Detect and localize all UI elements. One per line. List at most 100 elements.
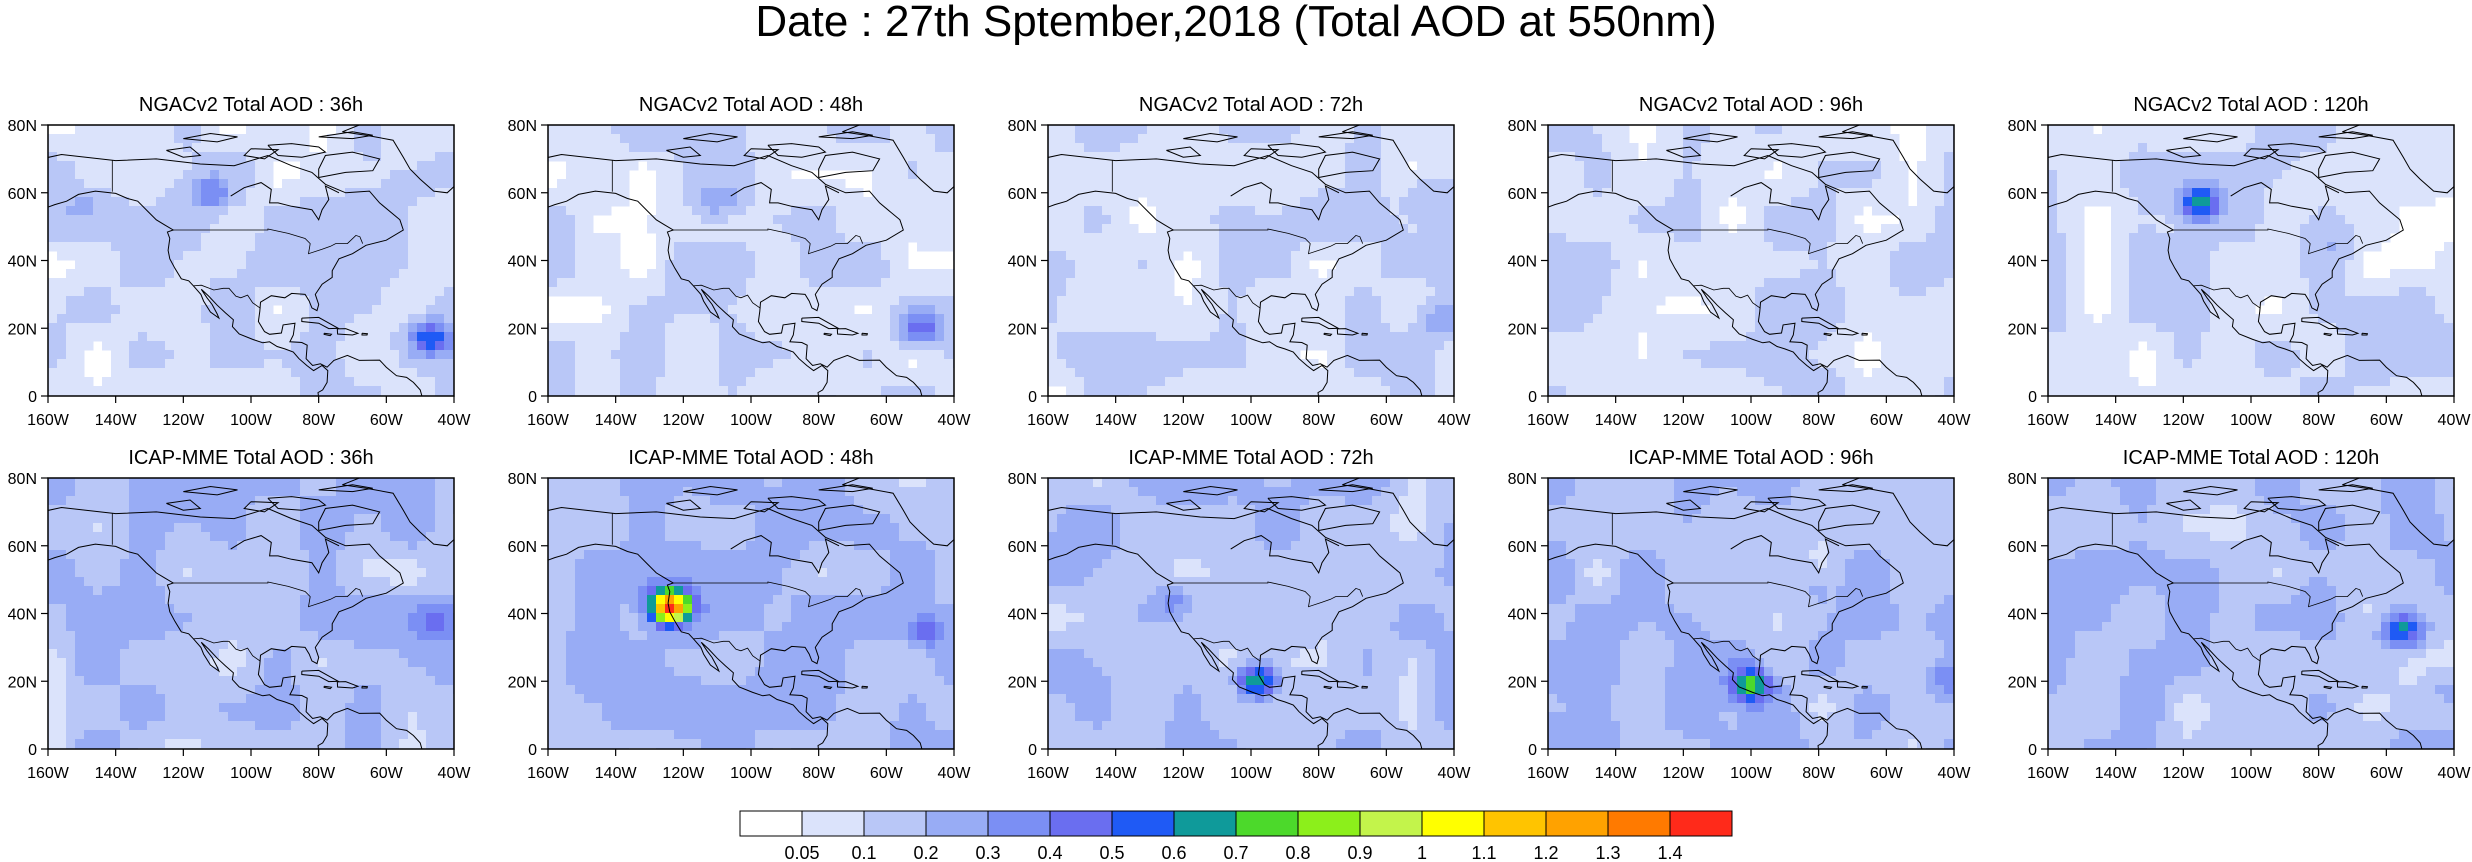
aod-cell — [444, 296, 454, 306]
aod-cell — [1201, 170, 1211, 180]
aod-cell — [1300, 323, 1310, 333]
aod-cell — [183, 197, 193, 207]
aod-cell — [818, 197, 828, 207]
aod-cell — [1602, 242, 1612, 252]
aod-cell — [674, 323, 684, 333]
aod-cell — [1246, 134, 1256, 144]
aod-cell — [800, 260, 810, 270]
aod-cell — [291, 287, 301, 297]
aod-cell — [1791, 206, 1801, 216]
aod-cell — [836, 188, 846, 198]
aod-cell — [1129, 323, 1139, 333]
aod-cell — [1872, 161, 1882, 171]
panel-title: NGACv2 Total AOD : 96h — [1639, 94, 1863, 116]
aod-cell — [417, 152, 427, 162]
aod-cell — [1629, 143, 1639, 153]
aod-cell — [899, 170, 909, 180]
aod-cell — [548, 260, 558, 270]
aod-cell — [575, 377, 585, 387]
aod-cell — [390, 233, 400, 243]
aod-cell — [120, 260, 130, 270]
aod-cell — [129, 251, 139, 261]
aod-cell — [399, 260, 409, 270]
aod-cell — [273, 215, 283, 225]
aod-cell — [372, 341, 382, 351]
aod-cell — [201, 233, 211, 243]
aod-cell — [1417, 152, 1427, 162]
aod-cell — [1426, 260, 1436, 270]
aod-cell — [363, 368, 373, 378]
aod-cell — [683, 197, 693, 207]
aod-cell — [1381, 386, 1391, 396]
aod-cell — [1138, 305, 1148, 315]
aod-cell — [665, 323, 675, 333]
aod-cell — [1246, 251, 1256, 261]
aod-cell — [1818, 251, 1828, 261]
aod-cell — [791, 386, 801, 396]
aod-cell — [192, 161, 202, 171]
aod-cell — [84, 323, 94, 333]
aod-cell — [944, 377, 954, 387]
aod-cell — [854, 341, 864, 351]
aod-cell — [845, 305, 855, 315]
aod-cell — [120, 323, 130, 333]
aod-cell — [1327, 368, 1337, 378]
aod-cell — [1399, 377, 1409, 387]
aod-cell — [1363, 224, 1373, 234]
aod-cell — [147, 179, 157, 189]
aod-cell — [728, 368, 738, 378]
aod-cell — [593, 350, 603, 360]
aod-cell — [665, 251, 675, 261]
aod-cell — [827, 305, 837, 315]
aod-cell — [1728, 188, 1738, 198]
aod-cell — [318, 269, 328, 279]
aod-cell — [593, 125, 603, 135]
aod-cell — [665, 386, 675, 396]
aod-cell — [773, 323, 783, 333]
aod-cell — [1192, 377, 1202, 387]
aod-cell — [435, 143, 445, 153]
aod-cell — [944, 179, 954, 189]
aod-cell — [336, 359, 346, 369]
aod-cell — [1102, 143, 1112, 153]
aod-cell — [1093, 197, 1103, 207]
aod-cell — [836, 143, 846, 153]
aod-cell — [593, 341, 603, 351]
aod-cell — [1228, 341, 1238, 351]
aod-cell — [1363, 179, 1373, 189]
aod-cell — [1138, 143, 1148, 153]
aod-cell — [1737, 152, 1747, 162]
aod-cell — [282, 296, 292, 306]
aod-cell — [1138, 152, 1148, 162]
aod-cell — [327, 359, 337, 369]
aod-cell — [656, 332, 666, 342]
aod-cell — [75, 260, 85, 270]
aod-cell — [381, 305, 391, 315]
x-tick-label: 80W — [302, 412, 336, 429]
aod-cell — [1111, 224, 1121, 234]
aod-cell — [647, 377, 657, 387]
aod-cell — [1944, 233, 1954, 243]
aod-cell — [318, 206, 328, 216]
aod-cell — [1890, 233, 1900, 243]
x-tick-label: 120W — [1162, 412, 1205, 429]
aod-cell — [57, 233, 67, 243]
aod-cell — [363, 134, 373, 144]
aod-cell — [444, 368, 454, 378]
aod-cell — [138, 242, 148, 252]
aod-cell — [138, 179, 148, 189]
aod-cell — [1165, 260, 1175, 270]
aod-cell — [1210, 332, 1220, 342]
aod-cell — [629, 125, 639, 135]
aod-cell — [1935, 197, 1945, 207]
aod-cell — [899, 305, 909, 315]
aod-cell — [1764, 179, 1774, 189]
aod-cell — [408, 260, 418, 270]
coastline — [243, 148, 280, 160]
aod-cell — [935, 134, 945, 144]
aod-cell — [656, 188, 666, 198]
aod-cell — [246, 368, 256, 378]
aod-cell — [174, 377, 184, 387]
aod-cell — [1584, 179, 1594, 189]
aod-cell — [174, 350, 184, 360]
